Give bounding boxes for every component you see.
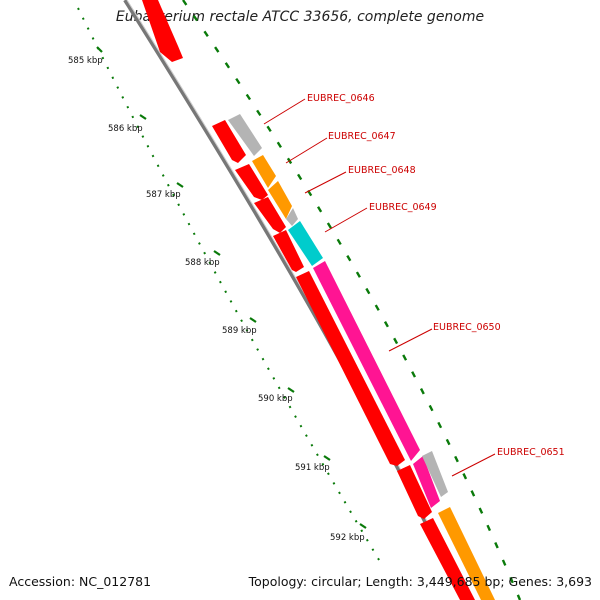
kbp-label-587: 587 kbp (146, 190, 181, 200)
gene-feature-forward-orange[interactable] (438, 507, 495, 600)
gene-feature-reverse-5[interactable] (296, 271, 405, 466)
gene-EUBREC_0646[interactable] (228, 114, 262, 156)
gene-feature-reverse-7[interactable] (420, 518, 475, 600)
gene-label-EUBREC_0648[interactable]: EUBREC_0648 (348, 165, 416, 176)
kbp-label-585: 585 kbp (68, 56, 103, 66)
gene-label-EUBREC_0646[interactable]: EUBREC_0646 (307, 93, 375, 104)
gene-feature-top[interactable] (142, 0, 183, 62)
gene-EUBREC_0648[interactable] (268, 181, 292, 219)
kbp-label-588: 588 kbp (185, 258, 220, 268)
label-leader-lines (263, 98, 496, 477)
kbp-label-586: 586 kbp (108, 124, 143, 134)
map-title: Eubacterium rectale ATCC 33656, complete… (115, 9, 485, 25)
genome-backbone-highlight (126, 0, 466, 600)
kbp-label-589: 589 kbp (222, 326, 257, 336)
kbp-label-590: 590 kbp (258, 394, 293, 404)
gene-feature-reverse-4[interactable] (273, 230, 304, 272)
kbp-label-592: 592 kbp (330, 533, 365, 543)
genome-summary-text: Topology: circular; Length: 3,449,685 bp… (248, 574, 592, 589)
gene-EUBREC_0650[interactable] (313, 261, 420, 461)
gene-EUBREC_0650-tail[interactable] (413, 456, 440, 508)
kbp-label-591: 591 kbp (295, 463, 330, 473)
gene-label-EUBREC_0651[interactable]: EUBREC_0651 (497, 447, 565, 458)
gene-EUBREC_0651[interactable] (422, 451, 448, 497)
gene-EUBREC_0647[interactable] (252, 155, 276, 188)
outer-dashed-track (182, 0, 522, 600)
gene-feature-reverse-3[interactable] (254, 197, 286, 233)
gene-EUBREC_0649[interactable] (288, 221, 323, 266)
gene-label-EUBREC_0650[interactable]: EUBREC_0650 (433, 322, 501, 333)
gene-feature-reverse-1[interactable] (212, 120, 246, 163)
accession-text: Accession: NC_012781 (9, 574, 152, 589)
gene-feature-reverse-2[interactable] (235, 164, 268, 200)
gene-EUBREC_0648-b[interactable] (286, 208, 298, 226)
inner-tick-dashes (96, 46, 367, 529)
genome-backbone (123, 0, 465, 600)
inner-dotted-track (77, 7, 383, 566)
gene-label-EUBREC_0649[interactable]: EUBREC_0649 (369, 202, 437, 213)
gene-feature-reverse-6[interactable] (397, 465, 432, 519)
gene-label-EUBREC_0647[interactable]: EUBREC_0647 (328, 131, 396, 142)
